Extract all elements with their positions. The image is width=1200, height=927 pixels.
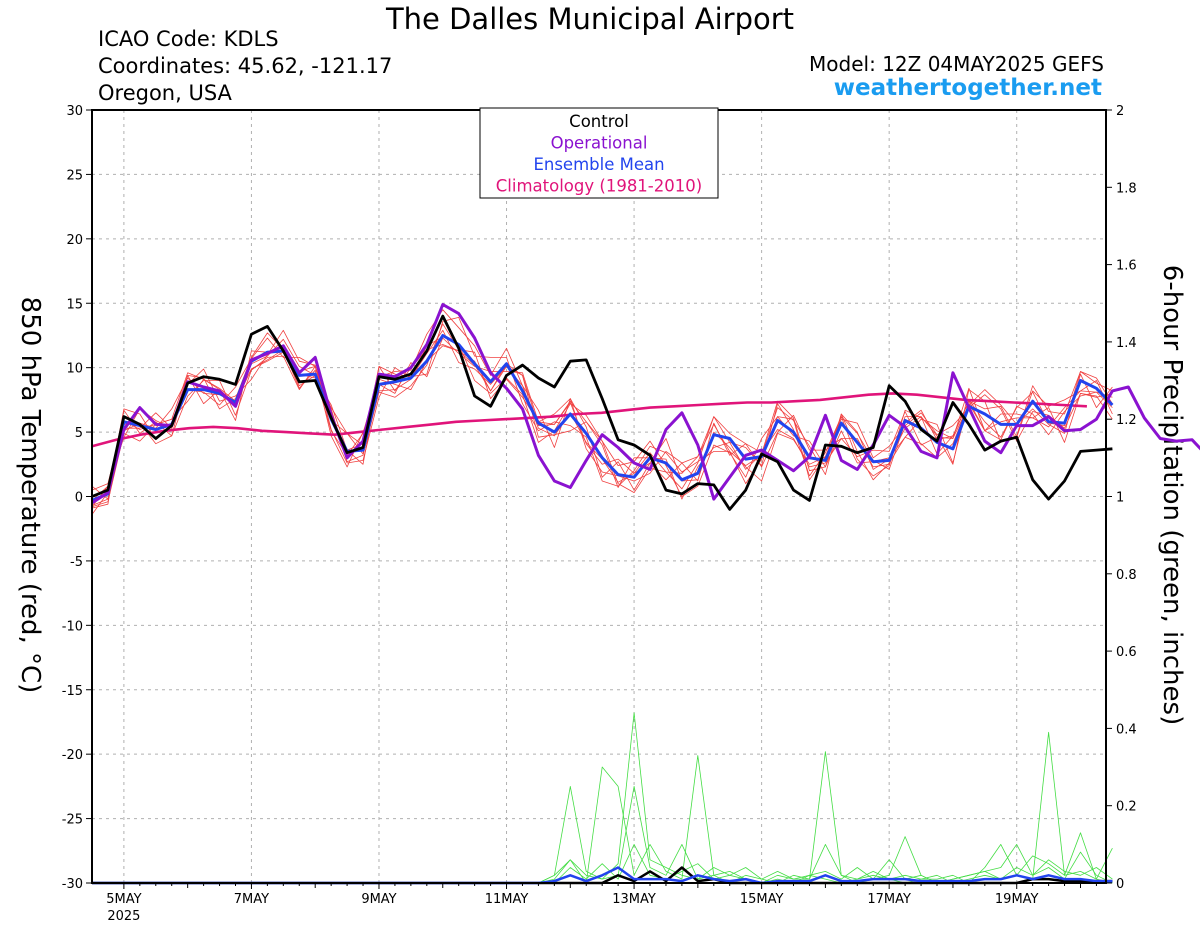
y2-tick-label: 1	[1116, 491, 1124, 506]
y2-tick-label: 2	[1116, 104, 1124, 119]
climatology-line	[91, 392, 1087, 448]
legend: Control Operational Ensemble Mean Climatolo…	[479, 107, 719, 199]
x-tick-label: 7MAY	[234, 892, 269, 907]
y2-tick-label: 0.8	[1116, 568, 1137, 583]
legend-entry: Ensemble Mean	[533, 155, 664, 174]
y-tick-label: -20	[62, 748, 83, 763]
grid	[92, 110, 1106, 883]
x-year-label: 2025	[107, 909, 140, 924]
y-tick-label: 25	[66, 168, 83, 183]
y-tick-label: -15	[62, 684, 83, 699]
x-tick-label: 15MAY	[740, 892, 784, 907]
site-link[interactable]: weathertogether.net	[833, 75, 1102, 101]
y2-tick-label: 0	[1116, 877, 1124, 892]
y2-tick-label: 0.6	[1116, 645, 1137, 660]
y-tick-label: 10	[66, 362, 83, 377]
temp-member-line	[91, 316, 1113, 508]
x-tick-label: 5MAY	[106, 892, 141, 907]
control-line	[91, 314, 1113, 511]
precip-member-line	[92, 786, 1113, 884]
y-tick-label: -5	[70, 555, 83, 570]
x-tick-label: 19MAY	[995, 892, 1039, 907]
y2-tick-label: 1.6	[1116, 259, 1137, 274]
y-tick-label: 5	[75, 426, 83, 441]
operational-line	[91, 303, 1200, 505]
x-tick-label: 11MAY	[485, 892, 529, 907]
temp-member-line	[91, 332, 1113, 515]
coordinates: Coordinates: 45.62, -121.17	[98, 54, 393, 78]
precip-mean-line	[92, 866, 1113, 885]
y2-tick-label: 0.2	[1116, 800, 1137, 815]
y-tick-label: 0	[75, 491, 83, 506]
location: Oregon, USA	[98, 81, 232, 105]
temperature-layer	[91, 303, 1200, 515]
model-label: Model: 12Z 04MAY2025 GEFS	[809, 52, 1104, 76]
y2-tick-label: 1.4	[1116, 336, 1137, 351]
precip-member-line	[92, 712, 1113, 884]
temp-member-line	[91, 329, 1113, 501]
legend-entry: Climatology (1981-2010)	[496, 177, 702, 196]
y-tick-label: -10	[62, 619, 83, 634]
precip-member-line	[92, 751, 1113, 884]
y-tick-label: 20	[66, 233, 83, 248]
y2-tick-label: 1.8	[1116, 181, 1137, 196]
x-tick-label: 9MAY	[361, 892, 396, 907]
y-tick-label: 30	[66, 104, 83, 119]
legend-entry: Control	[569, 112, 629, 131]
y2-tick-label: 0.4	[1116, 722, 1137, 737]
x-tick-label: 13MAY	[612, 892, 656, 907]
x-tick-label: 17MAY	[867, 892, 911, 907]
y-tick-label: 15	[66, 297, 83, 312]
y2-tick-label: 1.2	[1116, 413, 1137, 428]
page-title: The Dalles Municipal Airport	[385, 2, 795, 36]
legend-entry: Operational	[551, 134, 648, 153]
y-tick-label: -25	[62, 813, 83, 828]
y-tick-label: -30	[62, 877, 83, 892]
icao-code: ICAO Code: KDLS	[98, 27, 279, 51]
precipitation-layer	[92, 712, 1113, 885]
legend-box	[479, 107, 719, 199]
axes: 302520151050-5-10-15-20-25-3021.81.61.41…	[62, 104, 1137, 924]
